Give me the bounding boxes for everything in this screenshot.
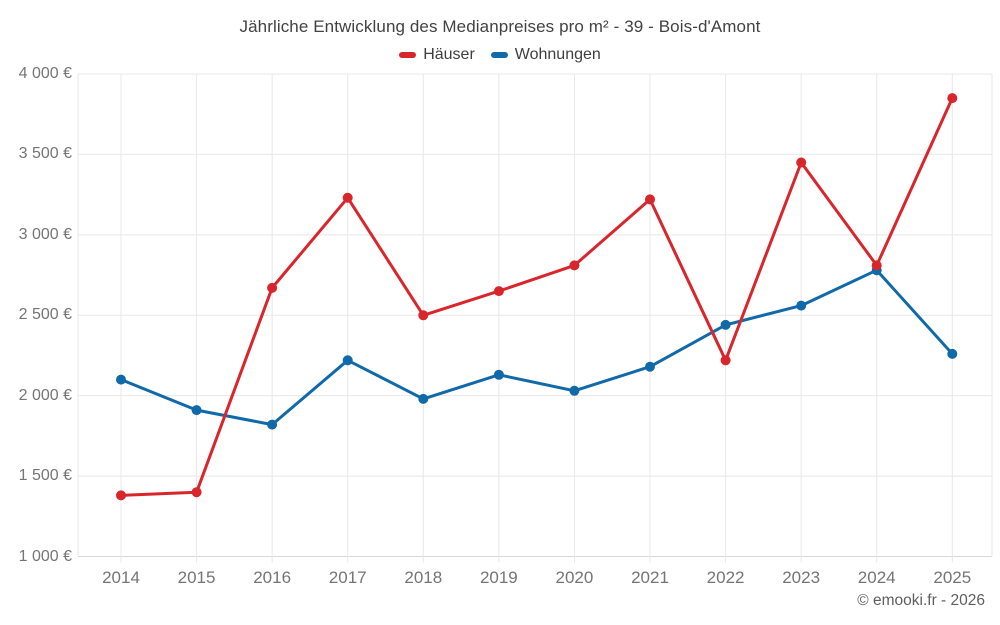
- x-axis-label-2021: 2021: [631, 568, 669, 587]
- y-axis-label-1000: 1 000 €: [18, 547, 72, 565]
- y-axis-label-3500: 3 500 €: [18, 145, 72, 163]
- x-axis-label-2020: 2020: [555, 568, 594, 587]
- x-axis-label-2025: 2025: [933, 568, 972, 587]
- data-point-haeuser-2021[interactable]: [645, 194, 655, 205]
- data-point-wohnungen-2018[interactable]: [418, 393, 429, 404]
- legend: Häuser Wohnungen: [0, 46, 1000, 64]
- data-point-wohnungen-2014[interactable]: [116, 374, 126, 385]
- data-point-haeuser-2020[interactable]: [569, 260, 580, 271]
- data-point-wohnungen-2015[interactable]: [191, 405, 202, 416]
- data-point-wohnungen-2025[interactable]: [947, 348, 958, 359]
- data-point-haeuser-2016[interactable]: [267, 282, 278, 293]
- data-point-wohnungen-2020[interactable]: [569, 385, 580, 396]
- data-point-haeuser-2022[interactable]: [720, 355, 731, 366]
- legend-label-wohnungen: Wohnungen: [514, 46, 601, 63]
- data-point-wohnungen-2022[interactable]: [720, 319, 731, 330]
- y-axis-label-2000: 2 000 €: [18, 386, 72, 404]
- data-point-haeuser-2014[interactable]: [116, 490, 126, 501]
- y-axis-label-3000: 3 000 €: [18, 225, 72, 243]
- x-axis-label-2024: 2024: [857, 568, 896, 587]
- legend-swatch-wohnungen-icon: [490, 52, 508, 58]
- x-axis-label-2022: 2022: [706, 568, 745, 587]
- data-point-haeuser-2024[interactable]: [871, 260, 882, 271]
- x-axis-label-2016: 2016: [253, 568, 292, 587]
- data-point-haeuser-2018[interactable]: [418, 310, 429, 321]
- x-axis-label-2019: 2019: [479, 568, 518, 587]
- series-line-wohnungen: [119, 268, 954, 427]
- legend-swatch-haeuser-icon: [399, 52, 417, 58]
- x-axis-label-2023: 2023: [782, 568, 821, 587]
- data-point-haeuser-2019[interactable]: [493, 286, 504, 297]
- y-axis-label-4000: 4 000 €: [18, 65, 72, 82]
- x-axis-label-2018: 2018: [404, 568, 443, 587]
- data-point-haeuser-2025[interactable]: [947, 93, 958, 104]
- series-line-haeuser: [119, 96, 954, 497]
- footer-credit: © emooki.fr - 2026: [857, 592, 985, 609]
- legend-label-haeuser: Häuser: [423, 46, 475, 63]
- data-point-wohnungen-2017[interactable]: [342, 355, 353, 366]
- data-point-haeuser-2015[interactable]: [191, 487, 202, 498]
- data-point-haeuser-2023[interactable]: [796, 157, 807, 168]
- legend-item-haeuser[interactable]: Häuser: [399, 46, 475, 64]
- data-point-wohnungen-2019[interactable]: [493, 369, 504, 380]
- x-axis-label-2017: 2017: [328, 568, 367, 587]
- data-point-wohnungen-2021[interactable]: [645, 361, 655, 372]
- y-axis-label-1500: 1 500 €: [18, 467, 72, 485]
- data-point-haeuser-2017[interactable]: [342, 192, 353, 203]
- y-axis-label-2500: 2 500 €: [18, 306, 72, 324]
- legend-item-wohnungen[interactable]: Wohnungen: [490, 46, 601, 64]
- x-axis-label-2014: 2014: [102, 568, 140, 587]
- x-axis-label-2015: 2015: [177, 568, 216, 587]
- data-point-wohnungen-2023[interactable]: [796, 300, 807, 311]
- data-point-wohnungen-2016[interactable]: [267, 419, 278, 430]
- chart-title: Jährliche Entwicklung des Medianpreises …: [239, 17, 761, 36]
